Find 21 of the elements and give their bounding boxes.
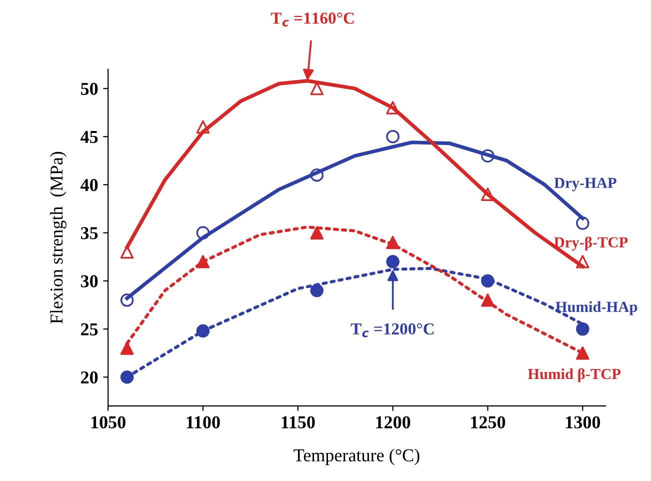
y-tick-label: 40: [80, 178, 98, 192]
x-tick-label: 1250: [471, 416, 506, 428]
series-label: Humid-HAp: [556, 301, 638, 316]
text: Dry-HAP: [554, 178, 616, 192]
y-tick-label: 25: [81, 323, 98, 336]
x-tick-label: 1150: [282, 416, 315, 428]
x-tick-label: 1050: [91, 416, 126, 428]
annotation: T$_{c}$ =1200°C: [350, 323, 434, 338]
x-tick-label: 1100: [186, 416, 220, 428]
series-label: Humid β-TCP: [528, 368, 621, 382]
y-tick-label: 20: [81, 371, 98, 384]
series-label: Dry-β-TCP: [554, 236, 628, 251]
y-tick-label: 30: [80, 275, 98, 288]
annotation: T$_{c}$ =1160°C: [270, 12, 354, 27]
y-tick-label: 45: [80, 130, 98, 144]
x-tick-label: 1300: [566, 416, 600, 428]
y-axis-title: Flexion strength (MPa): [50, 152, 66, 324]
y-tick-label: 50: [81, 82, 98, 95]
x-tick-label: 1200: [376, 416, 410, 428]
x-axis-title: Temperature (°C): [294, 448, 420, 466]
y-tick-label: 35: [80, 227, 98, 240]
